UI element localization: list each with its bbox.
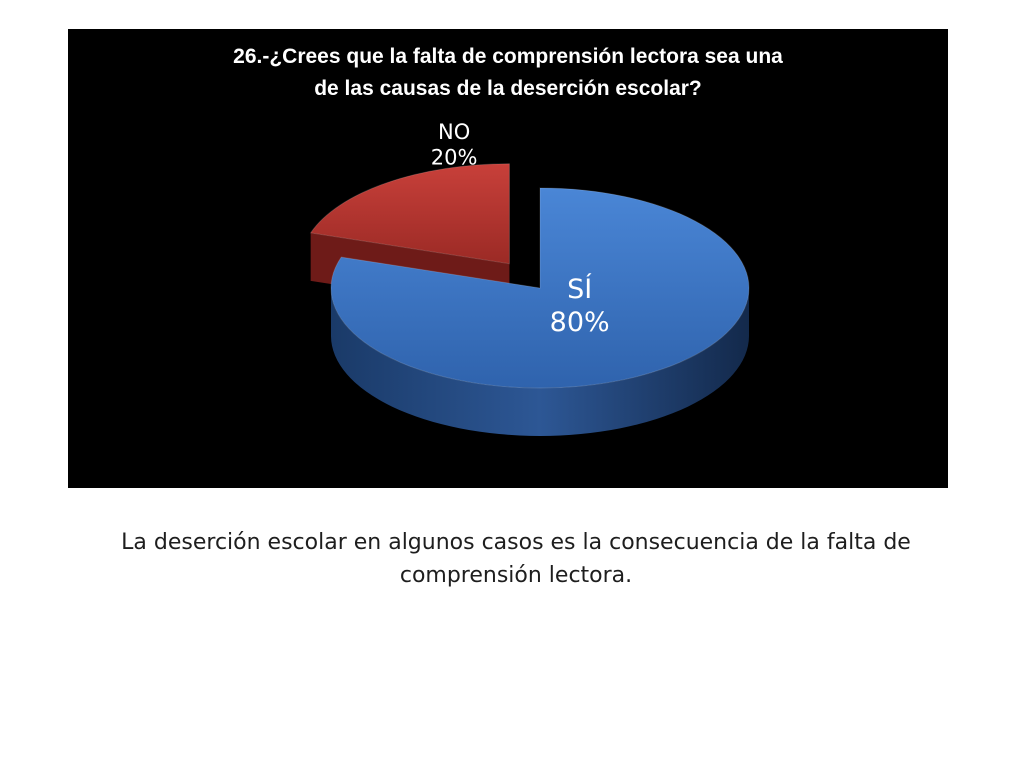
pie-slice-si	[330, 187, 750, 436]
slice-label-no-value: 20%	[431, 145, 478, 169]
slice-label-no-category: NO	[438, 120, 470, 144]
chart-title-line-2: de las causas de la deserción escolar?	[314, 77, 702, 100]
pie-slice-no-top	[309, 163, 510, 265]
slide-caption: La deserción escolar en algunos casos es…	[121, 530, 911, 588]
slice-label-si-value: 80%	[550, 307, 610, 338]
pie-slice-si-top	[330, 187, 750, 389]
pie-chart: 26.-¿Crees que la falta de comprensión l…	[233, 45, 783, 436]
pie-slice-si-side	[331, 288, 749, 436]
chart-panel: 26.-¿Crees que la falta de comprensión l…	[68, 29, 948, 488]
slice-label-si-category: SÍ	[567, 273, 592, 305]
chart-title-line-1: 26.-¿Crees que la falta de comprensión l…	[233, 45, 783, 68]
